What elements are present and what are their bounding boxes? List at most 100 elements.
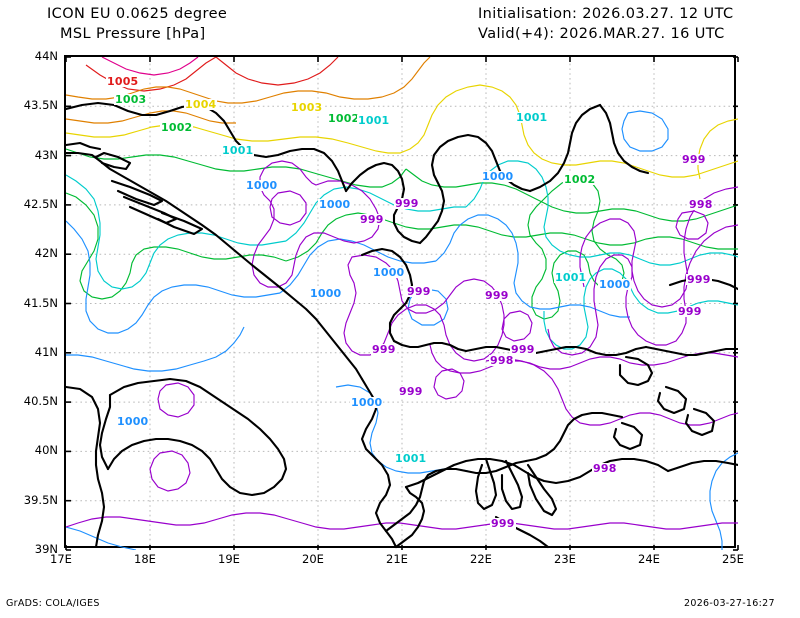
coastline-segment-27	[598, 103, 650, 175]
contour-999-34	[157, 382, 195, 418]
coastline-segment-13	[474, 457, 498, 511]
contour-999-27	[343, 254, 505, 362]
contour-999-32	[675, 210, 709, 240]
contour-1000-21	[407, 288, 449, 326]
x-tick-label: 21E	[386, 552, 408, 566]
x-tick-label: 22E	[470, 552, 492, 566]
coastline-segment-30	[464, 345, 648, 357]
contour-1006-2	[215, 57, 339, 86]
contour-label: 999	[406, 285, 432, 298]
contour-1001-15	[465, 160, 738, 266]
coastline-segment-19	[656, 385, 688, 415]
contour-1002-11	[285, 212, 738, 262]
contour-label: 999	[681, 153, 707, 166]
model-title: ICON EU 0.0625 degree	[47, 6, 228, 22]
coastline-segment-0	[66, 151, 364, 381]
x-tick-label: 18E	[134, 552, 156, 566]
coastline-segment-2	[110, 179, 164, 207]
contour-label: 1005	[106, 75, 140, 88]
gridlines	[66, 57, 738, 550]
contour-1004-6	[523, 134, 738, 178]
contour-label: 1004	[184, 98, 218, 111]
contour-label: 1000	[318, 198, 352, 211]
coastline-segment-26	[528, 103, 602, 193]
contour-label: 1000	[309, 287, 343, 300]
field-title: MSL Pressure [hPa]	[60, 26, 206, 42]
coastline-segment-8	[106, 377, 288, 497]
y-tick-label: 44N	[34, 49, 58, 63]
contour-998-37	[485, 358, 738, 426]
coastline-segment-32	[384, 459, 528, 533]
contour-label: 1003	[114, 93, 148, 106]
contour-label: 1001	[221, 144, 255, 157]
contour-label: 999	[394, 197, 420, 210]
x-tick-label: 17E	[50, 552, 72, 566]
footer-timestamp: 2026-03-27-16:27	[684, 598, 775, 609]
contour-1002-10	[66, 192, 287, 300]
coastline-segment-18	[618, 355, 654, 387]
contour-label: 1000	[350, 396, 384, 409]
y-tick-label: 39N	[34, 542, 58, 556]
contour-label: 1000	[481, 170, 515, 183]
contour-1000-20	[621, 110, 669, 152]
contour-label: 1000	[245, 179, 279, 192]
contour-label: 1002	[327, 112, 361, 125]
coastline-segment-1	[94, 151, 132, 171]
y-tick-label: 40.5N	[23, 394, 58, 409]
contour-label: 1001	[515, 111, 549, 124]
y-tick-label: 40N	[34, 443, 58, 458]
contour-1004-7	[697, 118, 738, 180]
y-tick-label: 42N	[34, 246, 58, 261]
coastline-segment-23	[66, 101, 348, 193]
coastline-segment-9	[98, 393, 112, 471]
x-tick-label: 23E	[554, 552, 576, 566]
coastline-segment-15	[526, 463, 558, 517]
contour-999-35	[433, 368, 465, 400]
contour-1000-19	[435, 214, 630, 318]
contour-1000-17	[66, 220, 281, 334]
x-tick-label: 20E	[302, 552, 324, 566]
contour-label: 999	[371, 343, 397, 356]
x-tick-label: 19E	[218, 552, 240, 566]
contour-label: 998	[489, 354, 515, 367]
contour-1007-0	[101, 57, 199, 76]
y-tick-label: 41.5N	[23, 295, 58, 310]
contour-label: 999	[490, 517, 516, 530]
contour-label: 999	[398, 385, 424, 398]
footer-credit: GrADS: COLA/IGES	[6, 598, 100, 609]
y-tick-label: 43.5N	[23, 98, 58, 113]
contour-1002-12	[527, 178, 625, 320]
contour-label: 998	[592, 462, 618, 475]
coastline-segment-3	[122, 195, 178, 225]
coastline-segment-11	[394, 485, 426, 549]
contour-999-31	[269, 190, 307, 226]
contour-998-38	[149, 450, 191, 492]
coastline-segment-31	[644, 345, 738, 357]
coastline-segment-7	[384, 529, 398, 549]
contour-label: 1000	[598, 278, 632, 291]
coastline-segment-12	[404, 457, 670, 489]
y-tick-label: 42.5N	[23, 196, 58, 211]
contour-999-28	[579, 186, 738, 308]
contour-1003-9	[405, 168, 738, 222]
contour-label: 1002	[563, 173, 597, 186]
valid-time: Valid(+4): 2026.MAR.27. 16 UTC	[478, 26, 725, 42]
coastline-segment-20	[612, 421, 644, 451]
coastline-segment-24	[344, 161, 422, 245]
contour-999-30	[66, 512, 738, 530]
contour-1005-4	[66, 110, 236, 124]
coastline-segment-21	[684, 407, 716, 437]
contour-999-33	[501, 310, 533, 342]
coastline-segment-28	[360, 247, 414, 343]
y-tick-label: 39.5N	[23, 492, 58, 507]
contour-label: 999	[484, 289, 510, 302]
contour-999-29	[429, 344, 738, 374]
contour-label: 999	[686, 273, 712, 286]
map-plot-area: 1005 1003 1004 1003 1002 1002 1001 1001 1001 999 1…	[64, 55, 739, 551]
contour-1000-24	[66, 526, 137, 550]
contour-998-36	[547, 224, 738, 356]
contour-label: 998	[688, 198, 714, 211]
contour-label: 1002	[160, 121, 194, 134]
coastline-segment-4	[156, 211, 204, 236]
contour-label: 999	[677, 305, 703, 318]
